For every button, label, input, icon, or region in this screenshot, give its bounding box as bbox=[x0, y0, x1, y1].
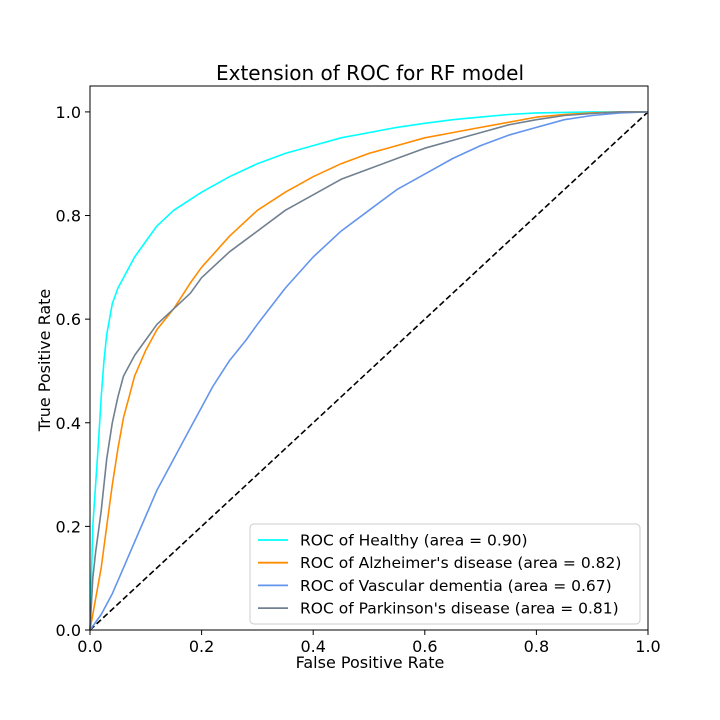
axis-ticks: 0.0 0.2 0.4 0.6 0.8 1.0 0.0 0.2 0.4 0.6 0.8 1.0 bbox=[56, 103, 661, 656]
x-tick-label: 0.6 bbox=[412, 637, 437, 656]
series-line-4 bbox=[89, 111, 648, 631]
y-tick-label: 0.8 bbox=[56, 207, 81, 226]
legend-label-1: ROC of Healthy (area = 0.90) bbox=[300, 532, 528, 550]
legend-label-3: ROC of Vascular dementia (area = 0.67) bbox=[300, 577, 612, 595]
x-tick-label: 0.2 bbox=[189, 637, 214, 656]
axes-frame bbox=[89, 85, 649, 631]
legend: ROC of Healthy (area = 0.90) ROC of Alzhe… bbox=[249, 523, 641, 625]
y-tick-label: 0.2 bbox=[56, 517, 81, 536]
x-tick-label: 0.8 bbox=[524, 637, 549, 656]
y-axis-label: True Positive Rate bbox=[35, 289, 54, 433]
chart-title: Extension of ROC for RF model bbox=[216, 61, 524, 85]
series-line-3 bbox=[89, 111, 649, 631]
series-line-1 bbox=[89, 111, 648, 631]
chance-diagonal-line bbox=[89, 111, 649, 631]
legend-label-4: ROC of Parkinson's disease (area = 0.81) bbox=[300, 600, 619, 618]
plot-area bbox=[89, 85, 649, 631]
series-line-2 bbox=[89, 111, 648, 631]
y-tick-label: 1.0 bbox=[56, 103, 81, 122]
legend-label-2: ROC of Alzheimer's disease (area = 0.82) bbox=[300, 554, 621, 572]
x-tick-label: 1.0 bbox=[635, 637, 660, 656]
y-tick-label: 0.6 bbox=[56, 310, 81, 329]
x-tick-label: 0.0 bbox=[77, 637, 102, 656]
legend-box bbox=[249, 523, 641, 625]
y-tick-label: 0.0 bbox=[56, 621, 81, 640]
y-tick-label: 0.4 bbox=[56, 414, 81, 433]
x-tick-label: 0.4 bbox=[300, 637, 325, 656]
x-axis-label: False Positive Rate bbox=[296, 653, 445, 672]
